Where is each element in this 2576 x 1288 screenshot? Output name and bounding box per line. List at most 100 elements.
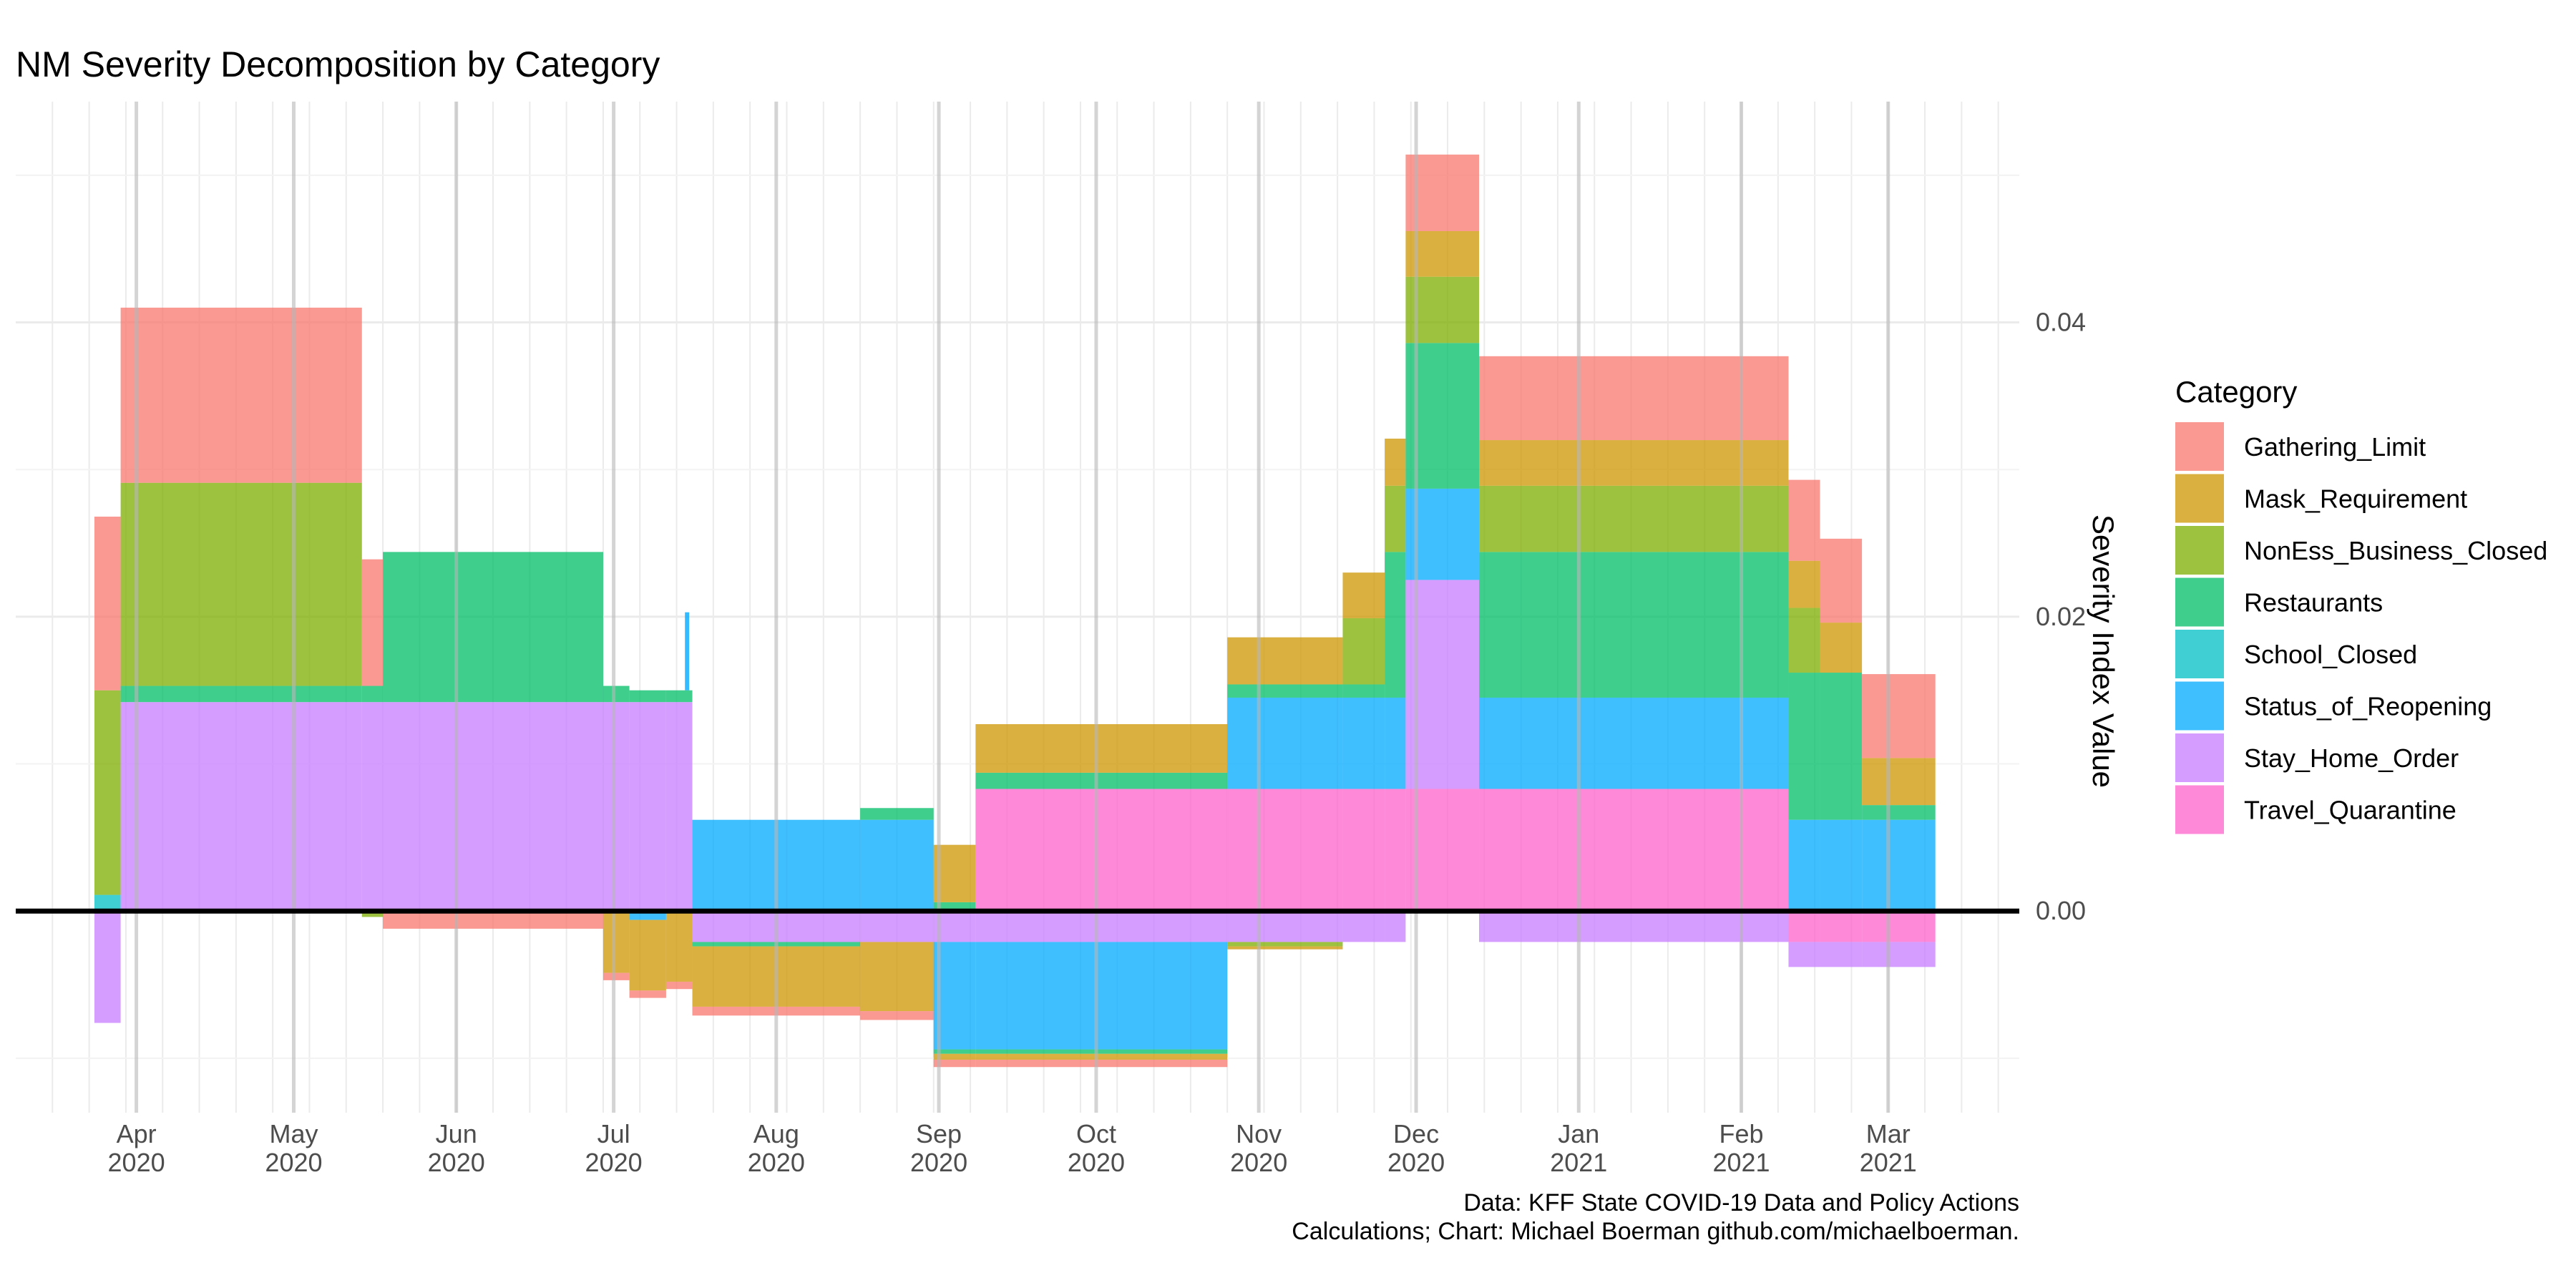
bar-segment-stay-home-order — [1385, 911, 1406, 942]
bar-segment-mask-requirement — [1788, 560, 1820, 608]
bar-segment-mask-requirement — [1227, 637, 1343, 685]
x-tick-label-month: Nov — [1236, 1119, 1282, 1148]
x-tick-label-month: Feb — [1719, 1119, 1763, 1148]
x-tick-label-year: 2020 — [108, 1148, 165, 1177]
bar-spike-status-of-reopening — [685, 612, 690, 691]
bar-segment-gathering-limit — [383, 911, 603, 929]
x-tick-label-month: Apr — [117, 1119, 157, 1148]
x-tick-label-year: 2020 — [1230, 1148, 1287, 1177]
x-tick-label-year: 2020 — [428, 1148, 485, 1177]
x-tick-label-year: 2020 — [1387, 1148, 1445, 1177]
bar-segment-gathering-limit — [120, 307, 362, 483]
bar-segment-gathering-limit — [602, 972, 630, 980]
bar-segment-restaurants — [975, 772, 1228, 789]
x-tick-label-month: Jul — [597, 1119, 630, 1148]
bar-segment-status-of-reopening — [1479, 697, 1789, 789]
bar-segment-restaurants — [1342, 684, 1385, 698]
bar-segment-mask-requirement — [1227, 946, 1343, 950]
bar-segment-mask-requirement — [1385, 439, 1406, 486]
bar-segment-restaurants — [975, 1049, 1228, 1054]
legend-label: Travel_Quarantine — [2244, 796, 2457, 825]
bar-segment-restaurants — [361, 686, 384, 703]
bar-segment-travel-quarantine — [975, 789, 1228, 912]
bar-segment-mask-requirement — [975, 724, 1228, 773]
legend-swatch-status-of-reopening — [2175, 681, 2224, 731]
bar-segment-stay-home-order — [1227, 911, 1343, 942]
x-tick-label-month: May — [269, 1119, 318, 1148]
bar-segment-gathering-limit — [1788, 479, 1820, 561]
bar-segment-gathering-limit — [860, 1011, 934, 1020]
bar-segment-mask-requirement — [1862, 758, 1936, 806]
bar-segment-stay-home-order — [860, 911, 934, 942]
bar-segment-mask-requirement — [975, 1053, 1228, 1060]
y-tick-label: 0.00 — [2036, 896, 2086, 925]
bar-segment-restaurants — [1788, 673, 1820, 820]
x-tick-label-year: 2021 — [1550, 1148, 1607, 1177]
bar-segment-stay-home-order — [361, 702, 384, 912]
bar-segment-gathering-limit — [1862, 674, 1936, 758]
x-tick-label-year: 2021 — [1712, 1148, 1770, 1177]
legend-label: Restaurants — [2244, 588, 2383, 618]
bar-segment-stay-home-order — [94, 911, 121, 1023]
bar-segment-mask-requirement — [1479, 440, 1789, 486]
legend-label: Stay_Home_Order — [2244, 743, 2459, 773]
legend-label: Status_of_Reopening — [2244, 692, 2492, 721]
x-tick-label-year: 2020 — [748, 1148, 805, 1177]
bar-segment-mask-requirement — [1820, 623, 1863, 673]
bar-segment-gathering-limit — [665, 981, 693, 990]
bar-segment-restaurants — [383, 552, 603, 703]
legend-title: Category — [2175, 375, 2297, 409]
bar-segment-gathering-limit — [361, 559, 384, 686]
bar-segment-stay-home-order — [665, 702, 693, 912]
x-tick-label-year: 2020 — [265, 1148, 322, 1177]
bar-segment-travel-quarantine — [1479, 789, 1789, 912]
bar-segment-travel-quarantine — [1788, 911, 1820, 942]
bar-segment-restaurants — [1820, 673, 1863, 820]
bar-segment-status-of-reopening — [1342, 697, 1385, 789]
bar-segment-gathering-limit — [975, 1059, 1228, 1068]
bar-segment-restaurants — [602, 686, 630, 703]
bar-segment-mask-requirement — [665, 911, 693, 982]
x-tick-label-month: Sep — [916, 1119, 962, 1148]
bar-segment-stay-home-order — [1862, 942, 1936, 967]
legend: Category Gathering_Limit Mask_Requirement… — [2175, 375, 2547, 834]
bar-segment-restaurants — [933, 1049, 976, 1054]
bar-segment-restaurants — [1862, 805, 1936, 820]
bar-segment-status-of-reopening — [1820, 819, 1863, 912]
bar-segment-mask-requirement — [629, 919, 666, 991]
legend-swatch-travel-quarantine — [2175, 785, 2224, 834]
bar-segment-travel-quarantine — [1342, 789, 1385, 912]
bar-segment-mask-requirement — [602, 911, 630, 973]
caption-line-2: Calculations; Chart: Michael Boerman git… — [1292, 1218, 2019, 1245]
x-tick-label-year: 2020 — [910, 1148, 967, 1177]
bar-segment-noness-business-closed — [1479, 485, 1789, 552]
x-tick-label-month: Jun — [436, 1119, 477, 1148]
x-tick-label-month: Dec — [1393, 1119, 1439, 1148]
x-tick-label-month: Oct — [1076, 1119, 1116, 1148]
bar-segment-travel-quarantine — [1862, 911, 1936, 942]
bar-segment-noness-business-closed — [120, 482, 362, 686]
bar-segment-stay-home-order — [1788, 942, 1820, 967]
x-tick-label-year: 2021 — [1860, 1148, 1917, 1177]
chart-title: NM Severity Decomposition by Category — [16, 44, 660, 84]
x-tick-label-month: Mar — [1866, 1119, 1911, 1148]
bar-segment-mask-requirement — [933, 1053, 976, 1060]
x-tick-label-month: Aug — [753, 1119, 799, 1148]
x-tick-label-year: 2020 — [1068, 1148, 1125, 1177]
bar-segment-travel-quarantine — [1385, 789, 1406, 912]
bar-segment-stay-home-order — [602, 702, 630, 912]
bar-segment-noness-business-closed — [1227, 942, 1343, 947]
bar-segment-mask-requirement — [1342, 572, 1385, 618]
bar-segment-gathering-limit — [933, 1059, 976, 1068]
y-tick-label: 0.02 — [2036, 602, 2086, 631]
bar-segment-noness-business-closed — [1788, 608, 1820, 673]
legend-swatch-school-closed — [2175, 630, 2224, 678]
bar-segment-noness-business-closed — [1385, 485, 1406, 552]
legend-label: NonEss_Business_Closed — [2244, 536, 2547, 565]
bar-segment-gathering-limit — [629, 990, 666, 998]
bar-segment-stay-home-order — [1479, 911, 1789, 942]
legend-swatch-gathering-limit — [2175, 422, 2224, 471]
y-tick-label: 0.04 — [2036, 308, 2086, 337]
bar-segment-travel-quarantine — [1820, 911, 1863, 942]
